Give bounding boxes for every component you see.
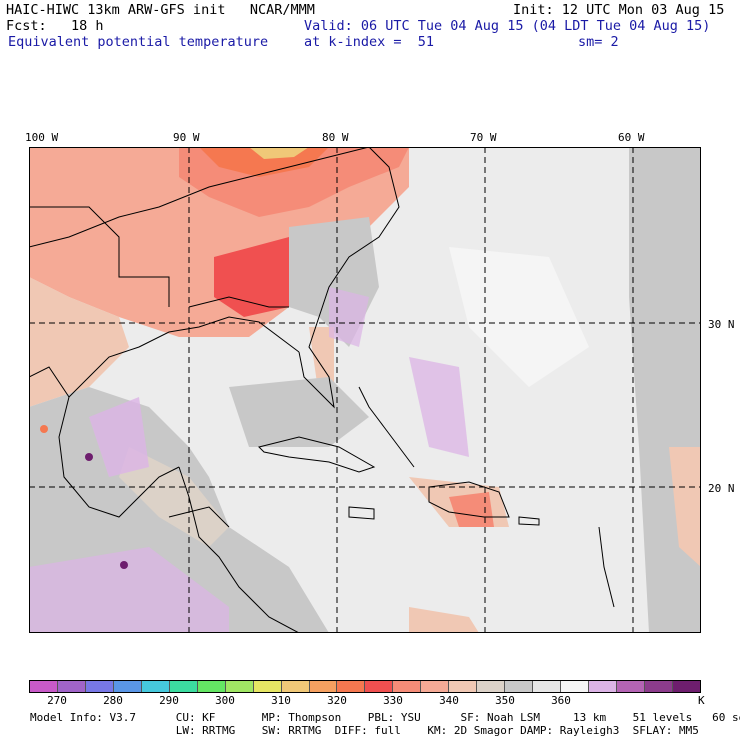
colorbar-tick-label: 280 — [103, 694, 123, 707]
colorbar-swatch — [644, 681, 673, 692]
field-name: Equivalent potential temperature — [8, 34, 269, 50]
forecast-hour: Fcst: 18 h — [6, 18, 104, 34]
lat-label-30n: 30 N — [708, 318, 735, 331]
colorbar-swatch — [617, 681, 645, 692]
colorbar-tick-label: 340 — [439, 694, 459, 707]
lon-label-60w: 60 W — [618, 131, 645, 144]
lon-label-100w: 100 W — [25, 131, 59, 144]
graticule — [29, 147, 701, 633]
colorbar-swatch — [505, 681, 534, 692]
colorbar-tick-label: 320 — [327, 694, 347, 707]
colorbar-tick-label: 330 — [383, 694, 403, 707]
theta-e-map — [29, 147, 701, 633]
colorbar-swatch — [337, 681, 366, 692]
colorbar — [29, 680, 701, 693]
colorbar-swatch — [85, 681, 114, 692]
colorbar-swatch — [672, 681, 700, 692]
colorbar-swatch — [253, 681, 282, 692]
lon-label-70w: 70 W — [470, 131, 497, 144]
model-info-line1: Model Info: V3.7 CU: KF MP: Thompson PBL… — [30, 711, 740, 724]
colorbar-swatch — [281, 681, 310, 692]
map-border — [29, 147, 701, 633]
colorbar-swatch — [141, 681, 170, 692]
colorbar-tick-label: 350 — [495, 694, 515, 707]
colorbar-swatch — [421, 681, 450, 692]
coastlines — [29, 147, 615, 633]
colorbar-swatch — [533, 681, 562, 692]
field-shading — [29, 147, 701, 633]
colorbar-swatch — [57, 681, 86, 692]
model-title: HAIC-HIWC 13km ARW-GFS init NCAR/MMM — [6, 2, 315, 18]
k-index: at k-index = 51 — [304, 34, 435, 50]
colorbar-swatch — [589, 681, 618, 692]
colorbar-swatch — [30, 681, 58, 692]
init-time: Init: 12 UTC Mon 03 Aug 15 — [513, 2, 725, 18]
colorbar-tick-label: 270 — [47, 694, 67, 707]
colorbar-swatch — [561, 681, 590, 692]
model-info-line2: LW: RRTMG SW: RRTMG DIFF: full KM: 2D Sm… — [30, 724, 699, 737]
lon-label-80w: 80 W — [322, 131, 349, 144]
smoothing: sm= 2 — [578, 34, 619, 50]
colorbar-tick-label: 300 — [215, 694, 235, 707]
colorbar-tick-label: 310 — [271, 694, 291, 707]
colorbar-swatch — [169, 681, 198, 692]
colorbar-swatch — [449, 681, 478, 692]
lon-label-90w: 90 W — [173, 131, 200, 144]
colorbar-swatch — [365, 681, 394, 692]
lat-label-20n: 20 N — [708, 482, 735, 495]
colorbar-swatch — [393, 681, 422, 692]
colorbar-swatch — [225, 681, 254, 692]
colorbar-tick-label: 360 — [551, 694, 571, 707]
valid-time: Valid: 06 UTC Tue 04 Aug 15 (04 LDT Tue … — [304, 18, 711, 34]
map-panel — [29, 147, 701, 633]
colorbar-tick-label: 290 — [159, 694, 179, 707]
colorbar-swatch — [197, 681, 226, 692]
colorbar-swatch — [309, 681, 338, 692]
colorbar-swatch — [477, 681, 506, 692]
colorbar-unit: K — [698, 694, 705, 707]
colorbar-swatch — [113, 681, 142, 692]
